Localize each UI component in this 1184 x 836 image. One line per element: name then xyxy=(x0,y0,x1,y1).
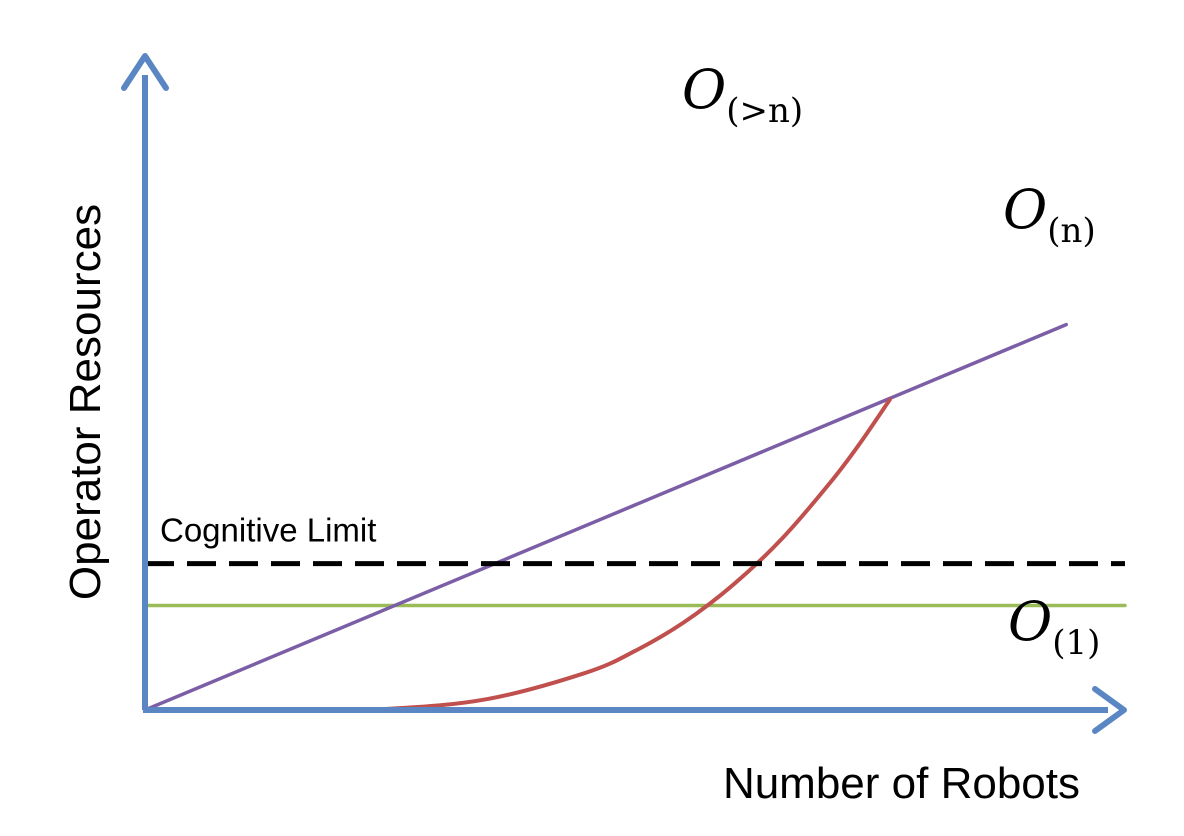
x-axis-title: Number of Robots xyxy=(723,759,1080,808)
series-line-linear xyxy=(143,322,1068,712)
series-label-superlinear: O(>n) xyxy=(682,58,803,131)
labels: O(1) O(n) O(>n) xyxy=(682,58,1100,663)
series-label-linear: O(n) xyxy=(1003,178,1096,251)
y-axis-title: Operator Resources xyxy=(61,204,110,600)
series-label-constant: O(1) xyxy=(1008,590,1100,663)
y-axis-arrowhead xyxy=(121,53,169,91)
reference-layer: Cognitive Limit xyxy=(145,512,1125,567)
axes xyxy=(121,53,1127,734)
x-axis-arrowhead xyxy=(1092,686,1127,734)
cognitive-limit-label: Cognitive Limit xyxy=(160,512,376,549)
